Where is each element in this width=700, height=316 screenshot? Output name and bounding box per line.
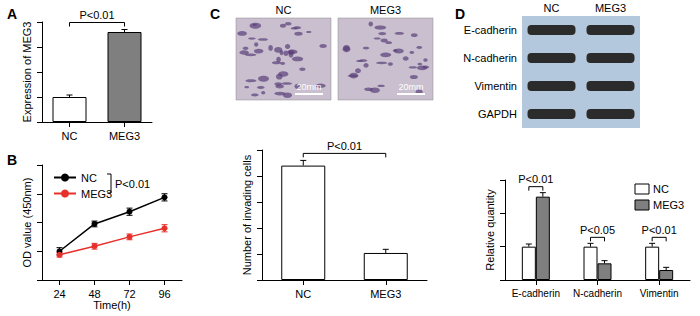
svg-text:Time(h): Time(h)	[93, 299, 130, 311]
svg-text:NC: NC	[62, 130, 78, 142]
svg-text:MEG3: MEG3	[81, 187, 113, 200]
svg-text:GAPDH: GAPDH	[478, 108, 517, 120]
svg-text:P<0.01: P<0.01	[79, 9, 114, 21]
svg-text:NC: NC	[653, 183, 669, 195]
svg-text:N-cadherin: N-cadherin	[463, 52, 517, 64]
svg-text:MEG3: MEG3	[109, 130, 140, 142]
svg-text:72: 72	[123, 288, 135, 300]
svg-text:NC: NC	[295, 288, 311, 300]
svg-text:E-cadherin: E-cadherin	[512, 288, 560, 299]
svg-text:48: 48	[88, 288, 100, 300]
svg-text:MEG3: MEG3	[653, 199, 684, 211]
svg-text:D: D	[455, 6, 465, 22]
svg-text:20mm: 20mm	[398, 82, 423, 92]
svg-text:N-cadherin: N-cadherin	[573, 288, 622, 299]
svg-text:P<0.01: P<0.01	[518, 173, 553, 185]
svg-text:NC: NC	[544, 2, 560, 14]
svg-text:A: A	[7, 6, 17, 22]
svg-text:20mm: 20mm	[296, 82, 321, 92]
svg-text:MEG3: MEG3	[370, 4, 401, 16]
svg-text:OD value (450nm): OD value (450nm)	[21, 178, 33, 268]
svg-text:NC: NC	[276, 4, 292, 16]
svg-text:P<0.05: P<0.05	[580, 224, 615, 236]
svg-text:P<0.01: P<0.01	[115, 178, 150, 190]
svg-text:NC: NC	[81, 172, 97, 184]
svg-text:P<0.01: P<0.01	[642, 224, 677, 236]
svg-text:Expression of MEG3: Expression of MEG3	[21, 22, 33, 123]
svg-text:96: 96	[158, 288, 170, 300]
svg-text:MEG3: MEG3	[595, 2, 626, 14]
svg-text:24: 24	[53, 288, 65, 300]
svg-text:MEG3: MEG3	[370, 288, 401, 300]
svg-text:B: B	[7, 152, 17, 168]
svg-text:Number of invading cells: Number of invading cells	[241, 154, 253, 275]
svg-text:Vimentin: Vimentin	[640, 288, 679, 299]
svg-text:P<0.01: P<0.01	[327, 140, 362, 152]
svg-text:Vimentin: Vimentin	[474, 80, 517, 92]
svg-text:E-cadherin: E-cadherin	[464, 24, 517, 36]
svg-text:Relative quantity: Relative quantity	[484, 189, 496, 271]
svg-text:C: C	[210, 6, 220, 22]
